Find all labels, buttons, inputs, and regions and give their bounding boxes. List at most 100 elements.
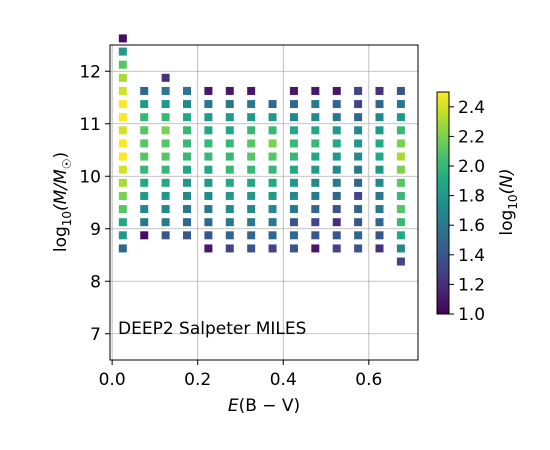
colorbar-tick-label: 1.4	[458, 246, 485, 266]
heatmap-cell	[268, 205, 277, 214]
heatmap-cell	[332, 244, 341, 253]
colorbar-tick-label: 2.0	[458, 157, 485, 177]
heatmap-cell	[204, 86, 213, 95]
heatmap-cell	[354, 86, 363, 95]
heatmap-cell	[183, 152, 191, 161]
heatmap-cell	[332, 218, 341, 227]
chart-annotation: DEEP2 Salpeter MILES	[118, 319, 306, 339]
heatmap-cell	[354, 178, 363, 187]
heatmap-cell	[396, 231, 405, 240]
heatmap-cell	[311, 126, 320, 135]
heatmap-cell	[161, 139, 170, 148]
heatmap-cell	[204, 191, 213, 200]
heatmap-cell	[375, 113, 384, 122]
heatmap-cell	[204, 165, 213, 174]
heatmap-cell	[354, 191, 363, 200]
y-tick-label: 10	[79, 167, 101, 187]
heatmap-cell	[161, 73, 170, 82]
y-axis-label: log10(M/M☉)	[51, 152, 74, 252]
heatmap-cell	[118, 165, 127, 174]
heatmap-cell	[183, 100, 191, 109]
heatmap-cell	[354, 205, 363, 214]
heatmap-cell	[225, 218, 234, 227]
heatmap-cell	[311, 218, 320, 227]
heatmap-cell	[268, 218, 277, 227]
heatmap-cell	[375, 139, 384, 148]
x-tick-label: 0.6	[355, 370, 382, 390]
heatmap-cell	[268, 100, 277, 109]
heatmap-cell	[161, 165, 170, 174]
heatmap-cell	[183, 139, 191, 148]
heatmap-cell	[354, 113, 363, 122]
colorbar-tick-label: 1.8	[458, 187, 485, 207]
heatmap-cell	[332, 152, 341, 161]
heatmap-cell	[375, 178, 384, 187]
heatmap-cell	[161, 126, 170, 135]
heatmap-cell	[247, 152, 256, 161]
heatmap-cell	[396, 191, 405, 200]
plot-area: 0.0 0.2 0.4 0.6 7 8 9 10 11 12	[79, 34, 419, 390]
heatmap-cell	[140, 113, 149, 122]
heatmap-cell	[396, 139, 405, 148]
heatmap-cell	[396, 152, 405, 161]
colorbar-gradient	[436, 91, 450, 315]
heatmap-cell	[268, 126, 277, 135]
heatmap-cell	[289, 191, 298, 200]
heatmap-cell	[332, 113, 341, 122]
heatmap-cell	[118, 231, 127, 240]
heatmap-cell	[225, 165, 234, 174]
heatmap-cell	[396, 100, 405, 109]
colorbar-tick-label: 2.2	[458, 127, 485, 147]
heatmap-cell	[118, 191, 127, 200]
heatmap-cell	[396, 244, 405, 253]
heatmap-cell	[311, 178, 320, 187]
heatmap-cell	[289, 178, 298, 187]
heatmap-cell	[225, 152, 234, 161]
heatmap-cell	[247, 86, 256, 95]
x-tick-label: 0.2	[184, 370, 211, 390]
heatmap-cell	[311, 100, 320, 109]
y-tick-label: 9	[90, 220, 101, 240]
heatmap-cell	[289, 165, 298, 174]
heatmap-cell	[183, 126, 191, 135]
colorbar-tick-label: 1.6	[458, 216, 485, 236]
heatmap-cell	[204, 126, 213, 135]
heatmap-cell	[332, 100, 341, 109]
heatmap-cell	[247, 113, 256, 122]
y-axis-ticks: 7 8 9 10 11 12	[79, 62, 110, 345]
heatmap-cell	[204, 205, 213, 214]
heatmap-cell	[311, 165, 320, 174]
heatmap-cell	[396, 86, 405, 95]
heatmap-cell	[161, 113, 170, 122]
heatmap-cell	[140, 218, 149, 227]
heatmap-cell	[289, 231, 298, 240]
heatmap-cell	[396, 113, 405, 122]
heatmap-cell	[161, 100, 170, 109]
heatmap-cell	[247, 191, 256, 200]
heatmap-cell	[375, 86, 384, 95]
heatmap-cell	[204, 231, 213, 240]
heatmap-cell	[375, 165, 384, 174]
heatmap-cell	[247, 165, 256, 174]
heatmap-cell	[204, 113, 213, 122]
heatmap-cell	[183, 178, 191, 187]
heatmap-cell	[183, 113, 191, 122]
heatmap-cell	[183, 205, 191, 214]
heatmap-cell	[332, 205, 341, 214]
y-tick-label: 11	[79, 115, 101, 135]
heatmap-cell	[118, 152, 127, 161]
heatmap-cell	[183, 231, 191, 240]
heatmap-cell	[140, 152, 149, 161]
colorbar-tick-label: 1.2	[458, 275, 485, 295]
heatmap-cell	[140, 205, 149, 214]
x-axis-label: E(B − V)	[228, 396, 300, 416]
heatmap-cell	[354, 165, 363, 174]
y-tick-label: 7	[90, 325, 101, 345]
heatmap-cell	[311, 244, 320, 253]
heatmap-cell	[289, 86, 298, 95]
heatmap-cell	[289, 126, 298, 135]
heatmap-cell	[311, 191, 320, 200]
heatmap-cell	[247, 100, 256, 109]
colorbar-ticks: 1.0 1.2 1.4 1.6 1.8 2.0 2.2 2.4	[449, 98, 485, 325]
